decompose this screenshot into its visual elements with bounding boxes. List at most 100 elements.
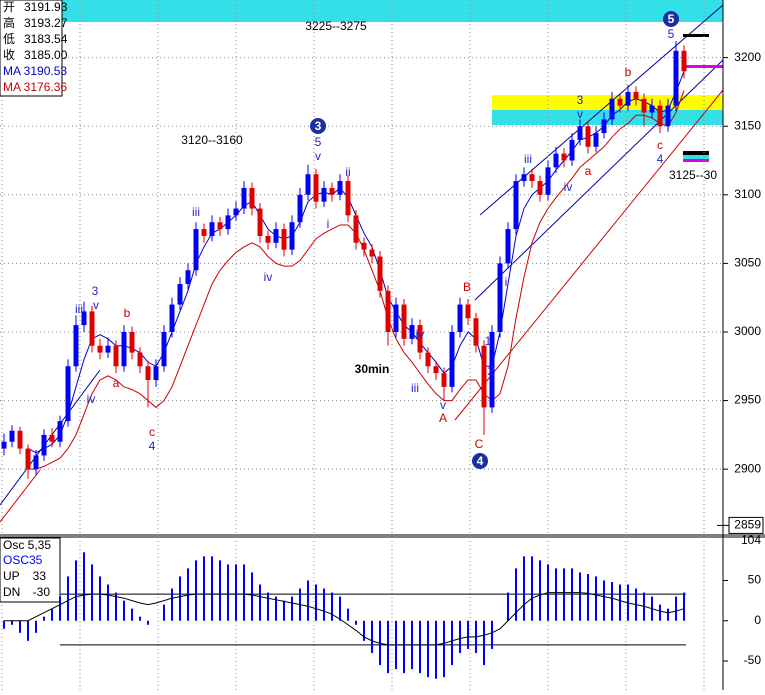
annotation: 3 xyxy=(92,284,99,298)
candle-body xyxy=(81,311,87,326)
candle-body xyxy=(649,105,655,113)
candle-body xyxy=(121,331,127,367)
osc-up-label: UP xyxy=(3,569,20,583)
candle-body xyxy=(313,174,319,202)
candle-body xyxy=(201,229,207,236)
info-label: 低 xyxy=(3,32,15,46)
marker xyxy=(683,159,709,162)
candle-body xyxy=(409,325,415,339)
candle-body xyxy=(145,366,151,380)
candle-body xyxy=(473,318,479,346)
annotation: 30min xyxy=(355,362,390,376)
candle-body xyxy=(657,105,663,127)
annotation: i xyxy=(505,275,508,289)
info-value: 3185.00 xyxy=(24,48,68,62)
candle-body xyxy=(129,331,135,353)
candle-body xyxy=(161,331,167,367)
annotation: c xyxy=(149,425,155,439)
candle-body xyxy=(17,430,23,449)
candle-body xyxy=(633,91,639,99)
annotation: 3 xyxy=(577,93,584,107)
candle-body xyxy=(673,50,679,106)
info-label: 开 xyxy=(3,0,15,14)
info-value: 3191.93 xyxy=(24,0,68,14)
annotation: 5 xyxy=(315,135,322,149)
y-tick-label: 3050 xyxy=(734,256,761,270)
annotation: ii xyxy=(345,165,350,179)
annotation: 2 xyxy=(488,364,495,378)
candle-body xyxy=(513,181,519,230)
candle-body xyxy=(321,187,327,202)
annotation: a xyxy=(585,164,592,178)
candle-body xyxy=(97,345,103,353)
candle-body xyxy=(41,434,47,456)
wave-circle-label: 3 xyxy=(315,119,322,133)
candle-body xyxy=(537,181,543,195)
candle-body xyxy=(609,98,615,120)
candle-body xyxy=(25,448,31,470)
info-box xyxy=(0,0,63,97)
annotation: 5 xyxy=(668,27,675,41)
osc-title: Osc 5,35 xyxy=(3,538,51,552)
osc-down-label: DN xyxy=(3,585,20,599)
candle-body xyxy=(433,366,439,374)
candle-body xyxy=(177,283,183,305)
candle-body xyxy=(225,215,231,230)
candle-body xyxy=(217,222,223,230)
y-tick-label: 3100 xyxy=(734,187,761,201)
wave-circle-label: 5 xyxy=(668,12,675,26)
candle-body xyxy=(625,91,631,106)
info-label: 高 xyxy=(3,15,15,30)
annotation: c xyxy=(657,138,663,152)
candle-body xyxy=(585,126,591,147)
osc-line xyxy=(4,592,685,646)
annotation: 3120--3160 xyxy=(181,133,243,147)
candle-body xyxy=(529,174,535,182)
candle-body xyxy=(385,290,391,332)
candle-body xyxy=(257,208,263,236)
candle-body xyxy=(65,366,71,422)
osc-tick-label: -50 xyxy=(744,653,762,667)
crosshair-label: 2859 xyxy=(734,518,761,532)
candle-body xyxy=(73,325,79,367)
wave-circle xyxy=(472,453,488,469)
candle-body xyxy=(497,263,503,332)
candle-body xyxy=(465,304,471,319)
annotation: v xyxy=(315,149,321,163)
annotation: v xyxy=(93,298,99,312)
annotation: B xyxy=(463,280,471,294)
annotation: v xyxy=(577,107,583,121)
annotation: 3225--3275 xyxy=(305,19,367,33)
annotation: v xyxy=(440,398,446,412)
candle-body xyxy=(377,256,383,291)
candle-body xyxy=(345,181,351,216)
candle-body xyxy=(169,304,175,332)
candle-body xyxy=(249,187,255,209)
candle-body xyxy=(505,229,511,264)
candle-body xyxy=(361,242,367,250)
candle-body xyxy=(89,311,95,346)
y-tick-label: 3000 xyxy=(734,324,761,338)
candle-body xyxy=(457,304,463,332)
candle-body xyxy=(353,215,359,243)
zone-cyan xyxy=(492,110,723,125)
candle-body xyxy=(105,345,111,353)
candle-body xyxy=(665,105,671,127)
marker xyxy=(683,34,709,37)
candle-body xyxy=(233,208,239,216)
candle-body xyxy=(185,270,191,284)
osc-tick-label: 104 xyxy=(741,533,761,547)
annotation: iii xyxy=(75,302,83,316)
candle-body xyxy=(593,133,599,147)
candle-body xyxy=(417,325,423,353)
annotation: b xyxy=(625,65,632,79)
osc-tick-label: 0 xyxy=(754,613,761,627)
candle-body xyxy=(337,181,343,195)
candle-body xyxy=(281,229,287,250)
marker xyxy=(683,151,709,155)
candle-body xyxy=(553,153,559,168)
marker xyxy=(683,65,723,68)
annotation: a xyxy=(113,376,120,390)
osc-tick-label: 50 xyxy=(748,573,762,587)
